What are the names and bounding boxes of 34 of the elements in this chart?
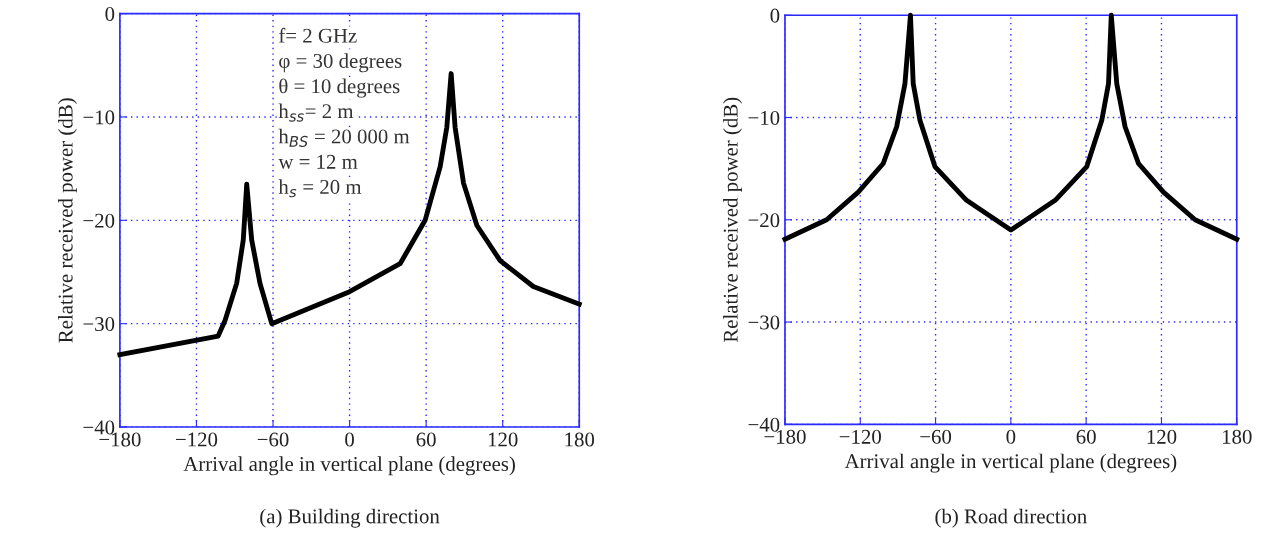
y-tick-label: −20 [748, 213, 780, 228]
x-tick-label: 60 [1076, 429, 1096, 444]
y-tick-label: −30 [83, 317, 115, 332]
annotation: φ = 30 degrees [279, 53, 402, 73]
annotation: w = 12 m [278, 154, 358, 169]
y-axis-title: Relative received power (dB) [58, 98, 77, 343]
annotation: f= 2 GHz [279, 27, 357, 43]
x-tick-label: −60 [257, 432, 289, 447]
y-tick-label: −30 [748, 315, 780, 330]
y-tick-label: −10 [748, 110, 780, 125]
x-tick-label: 180 [1222, 429, 1252, 444]
y-tick-label: −20 [83, 213, 115, 228]
x-tick-label: −120 [175, 432, 218, 447]
x-tick-label: −120 [839, 429, 881, 444]
x-tick-label: 0 [345, 432, 354, 447]
x-axis-title: Arrival angle in vertical plane (degrees) [844, 453, 1177, 473]
x-tick-label: −60 [920, 429, 952, 444]
x-tick-label: 180 [565, 432, 595, 447]
x-axis-title: Arrival angle in vertical plane (degrees) [183, 456, 515, 476]
x-tick-label: 120 [488, 432, 518, 447]
y-axis-title: Relative received power (dB) [723, 97, 742, 343]
y-tick-label: 0 [770, 8, 780, 23]
annotation: θ = 10 degrees [279, 78, 400, 98]
annotation: h$_{ss}$= 2 m [278, 103, 354, 122]
x-tick-label: 120 [1147, 429, 1177, 444]
text: (a) Building direction [260, 508, 440, 528]
x-tick-label: 0 [1006, 429, 1016, 444]
y-tick-label: 0 [105, 6, 115, 22]
text: (b) Road direction [935, 508, 1087, 528]
line-series [117, 71, 582, 358]
y-tick-label: −10 [83, 110, 115, 125]
x-tick-label: 60 [416, 432, 436, 447]
annotation: h$_{s}$ = 20 m [278, 179, 362, 198]
annotation: h$_{BS}$ = 20 000 m [278, 128, 410, 147]
